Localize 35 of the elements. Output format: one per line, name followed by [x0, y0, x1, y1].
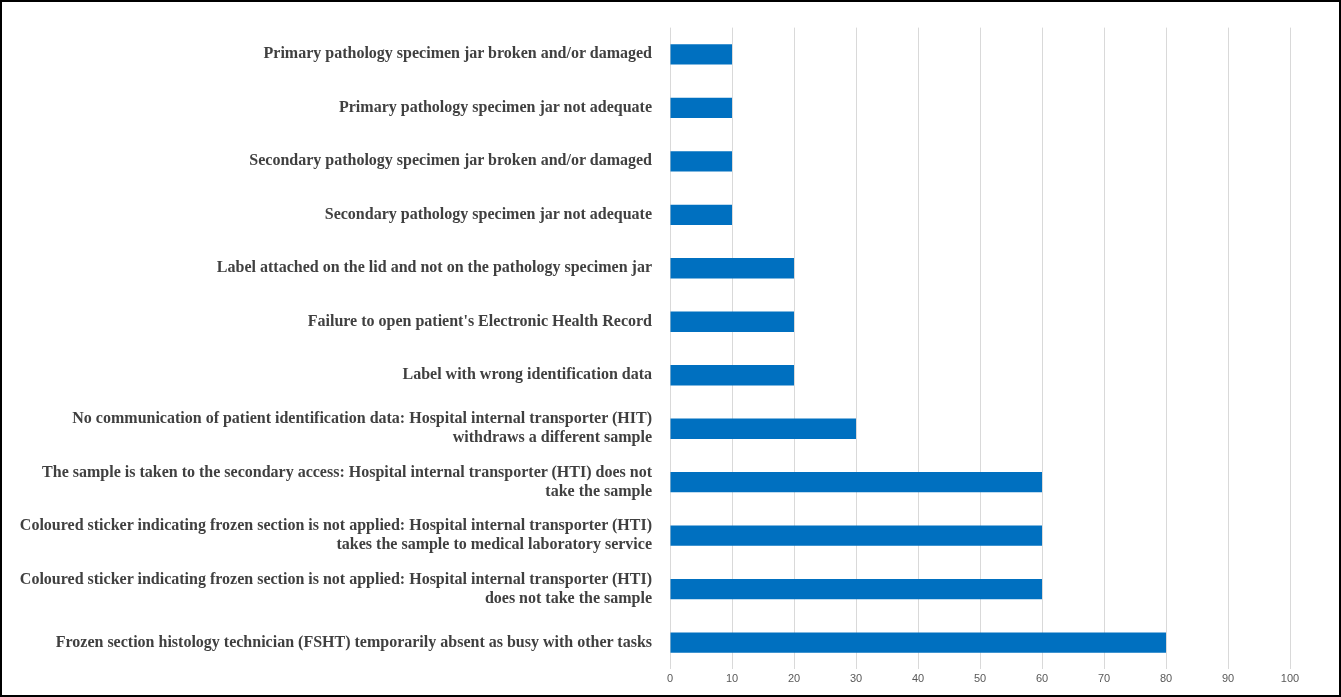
x-tick-label: 0 — [666, 672, 674, 685]
y-tick-label: Primary pathology specimen jar broken and/or damaged — [263, 44, 653, 63]
y-tick-label: Secondary pathology specimen jar broken and/or damaged — [249, 151, 653, 170]
bar — [670, 525, 1042, 546]
bar — [670, 579, 1042, 600]
y-tick-label: Failure to open patient's Electronic Health Record — [307, 311, 653, 330]
x-tick-label: 20 — [787, 672, 801, 685]
x-tick-label: 60 — [1035, 672, 1049, 685]
x-tick-label: 90 — [1221, 672, 1235, 685]
x-tick-label: 50 — [973, 672, 987, 685]
bar — [670, 258, 794, 279]
y-tick-label: Frozen section histology technician (FSHT) temporarily absent as busy with other tasks — [55, 632, 652, 651]
y-tick-label: The sample is taken to the secondary access: Hospital internal transporter (HTI) does not take the sample — [42, 462, 653, 500]
y-tick-label: Label with wrong identification data — [402, 365, 652, 384]
bar — [670, 44, 732, 65]
y-tick-label: Coloured sticker indicating frozen section is not applied: Hospital internal transporter (HTI) does not take the sample — [19, 569, 652, 607]
y-tick-label: Secondary pathology specimen jar not adequate — [324, 204, 652, 223]
y-tick-label: Label attached on the lid and not on the pathology specimen jar — [216, 258, 652, 277]
bar — [670, 311, 794, 332]
x-tick-label: 10 — [725, 672, 739, 685]
x-tick-label: 30 — [849, 672, 863, 685]
bar — [670, 472, 1042, 493]
x-tick-label: 40 — [911, 672, 925, 685]
bar — [670, 97, 732, 118]
y-tick-label: Coloured sticker indicating frozen section is not applied: Hospital internal transporter (HTI) takes the sample to medical laboratory service — [19, 516, 652, 554]
bar — [670, 418, 856, 439]
x-tick-label: 70 — [1097, 672, 1111, 685]
y-tick-label: No communication of patient identification data: Hospital internal transporter (HIT) withdraws a different sample — [72, 409, 652, 447]
bar — [670, 365, 794, 386]
bar — [670, 151, 732, 172]
x-tick-label: 80 — [1159, 672, 1173, 685]
x-tick-label: 100 — [1280, 672, 1300, 685]
y-tick-label: Primary pathology specimen jar not adequate — [338, 97, 652, 116]
bar — [670, 632, 1166, 653]
bar — [670, 204, 732, 225]
